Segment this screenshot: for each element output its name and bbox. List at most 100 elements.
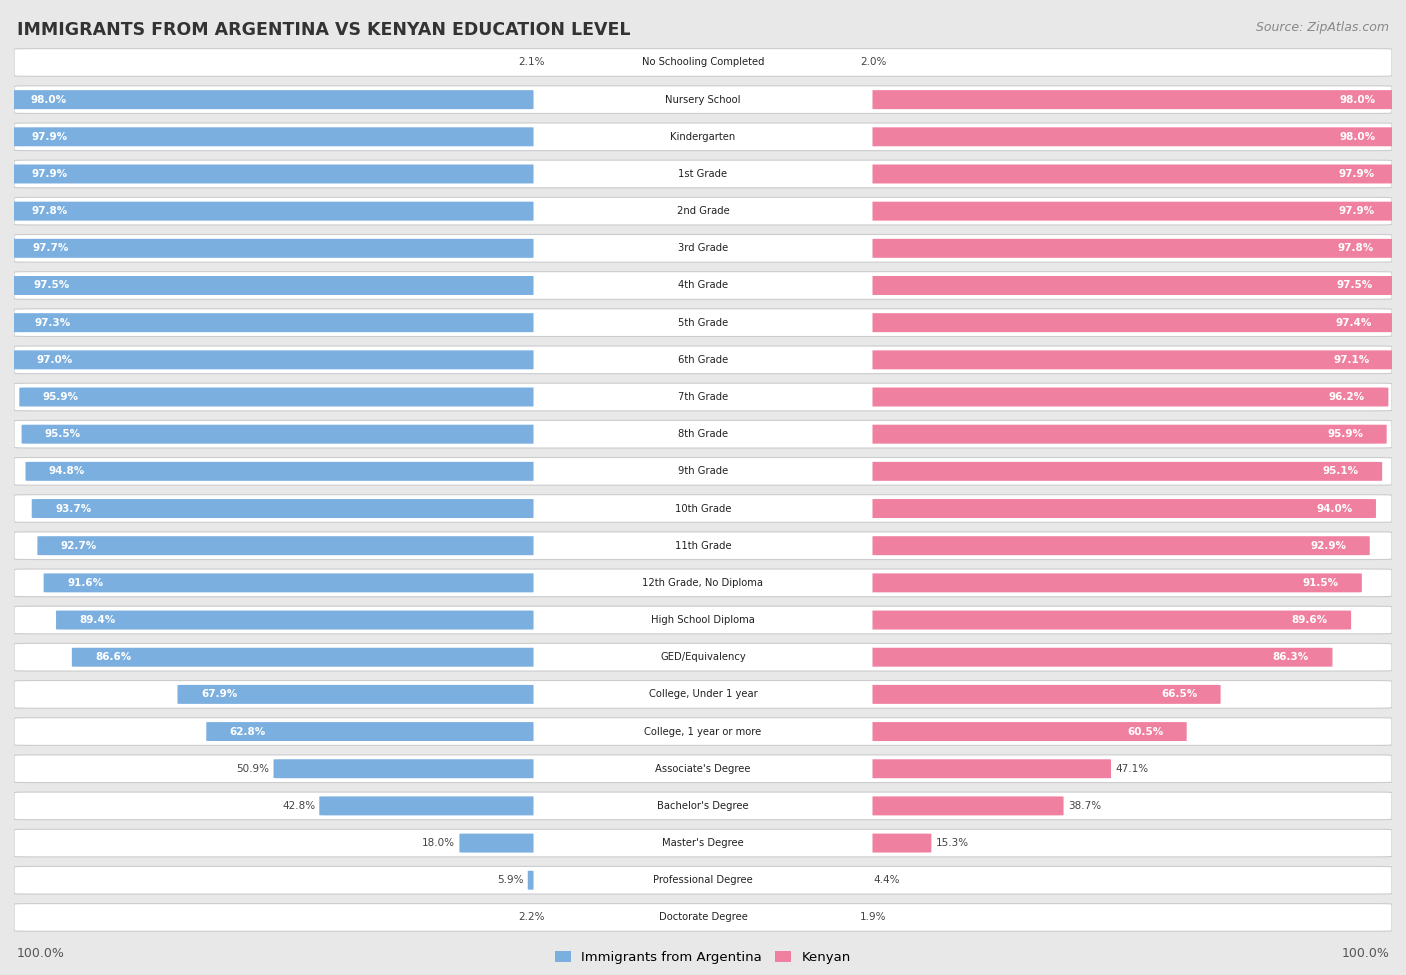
FancyBboxPatch shape [14,532,1392,560]
FancyBboxPatch shape [533,386,873,408]
FancyBboxPatch shape [533,534,873,557]
Text: 86.3%: 86.3% [1272,652,1309,662]
Text: 15.3%: 15.3% [935,838,969,848]
FancyBboxPatch shape [10,276,575,295]
FancyBboxPatch shape [831,276,1396,295]
FancyBboxPatch shape [533,349,873,371]
FancyBboxPatch shape [14,197,1392,225]
FancyBboxPatch shape [533,907,873,928]
Text: 100.0%: 100.0% [1341,947,1389,960]
FancyBboxPatch shape [56,610,575,630]
Text: 86.6%: 86.6% [96,652,132,662]
FancyBboxPatch shape [8,202,575,220]
Text: 2.0%: 2.0% [860,58,887,67]
Text: 3rd Grade: 3rd Grade [678,244,728,254]
FancyBboxPatch shape [207,722,575,741]
Text: 4th Grade: 4th Grade [678,281,728,291]
Text: College, Under 1 year: College, Under 1 year [648,689,758,699]
Text: 89.4%: 89.4% [80,615,115,625]
Text: 67.9%: 67.9% [201,689,238,699]
FancyBboxPatch shape [527,871,575,890]
FancyBboxPatch shape [533,721,873,743]
Text: 97.1%: 97.1% [1334,355,1369,365]
Text: 60.5%: 60.5% [1128,726,1163,736]
Text: 92.7%: 92.7% [60,541,97,551]
Text: 97.9%: 97.9% [1339,169,1375,179]
FancyBboxPatch shape [533,423,873,446]
Text: 12th Grade, No Diploma: 12th Grade, No Diploma [643,578,763,588]
FancyBboxPatch shape [533,200,873,222]
Text: 7th Grade: 7th Grade [678,392,728,402]
FancyBboxPatch shape [831,797,1063,815]
Text: 1.9%: 1.9% [860,913,886,922]
FancyBboxPatch shape [831,760,1111,778]
Text: 98.0%: 98.0% [1339,132,1375,141]
Text: 98.0%: 98.0% [31,95,67,104]
FancyBboxPatch shape [831,647,1333,667]
FancyBboxPatch shape [274,760,575,778]
FancyBboxPatch shape [460,834,575,852]
FancyBboxPatch shape [831,165,1398,183]
Text: 38.7%: 38.7% [1067,800,1101,811]
FancyBboxPatch shape [13,350,575,370]
FancyBboxPatch shape [533,795,873,817]
Text: Bachelor's Degree: Bachelor's Degree [657,800,749,811]
Text: Nursery School: Nursery School [665,95,741,104]
FancyBboxPatch shape [831,90,1399,109]
FancyBboxPatch shape [14,123,1392,150]
FancyBboxPatch shape [8,128,575,146]
Legend: Immigrants from Argentina, Kenyan: Immigrants from Argentina, Kenyan [550,946,856,969]
Text: 50.9%: 50.9% [236,763,270,774]
FancyBboxPatch shape [14,830,1392,857]
FancyBboxPatch shape [533,163,873,185]
Text: 1st Grade: 1st Grade [679,169,727,179]
Text: 92.9%: 92.9% [1310,541,1347,551]
FancyBboxPatch shape [831,499,1376,518]
Text: 95.9%: 95.9% [1327,429,1364,439]
Text: Professional Degree: Professional Degree [654,876,752,885]
Text: 10th Grade: 10th Grade [675,503,731,514]
FancyBboxPatch shape [831,350,1393,370]
FancyBboxPatch shape [10,239,575,257]
Text: 62.8%: 62.8% [229,726,266,736]
Text: 2.2%: 2.2% [517,913,544,922]
FancyBboxPatch shape [831,387,1388,407]
Text: 97.9%: 97.9% [1339,206,1375,216]
FancyBboxPatch shape [14,755,1392,783]
FancyBboxPatch shape [14,49,1392,76]
Text: 5.9%: 5.9% [498,876,523,885]
FancyBboxPatch shape [831,425,1386,444]
FancyBboxPatch shape [14,792,1392,820]
Text: 94.0%: 94.0% [1316,503,1353,514]
FancyBboxPatch shape [533,609,873,631]
Text: College, 1 year or more: College, 1 year or more [644,726,762,736]
FancyBboxPatch shape [533,683,873,705]
Text: 98.0%: 98.0% [1339,95,1375,104]
Text: 4.4%: 4.4% [875,876,900,885]
FancyBboxPatch shape [14,718,1392,745]
FancyBboxPatch shape [14,272,1392,299]
FancyBboxPatch shape [831,462,1382,481]
FancyBboxPatch shape [831,239,1398,257]
FancyBboxPatch shape [831,908,856,927]
Text: 97.8%: 97.8% [1337,244,1374,254]
FancyBboxPatch shape [14,235,1392,262]
FancyBboxPatch shape [533,460,873,483]
FancyBboxPatch shape [44,573,575,593]
Text: 97.0%: 97.0% [37,355,73,365]
FancyBboxPatch shape [14,457,1392,486]
Text: 97.5%: 97.5% [1336,281,1372,291]
FancyBboxPatch shape [14,606,1392,634]
Text: 2nd Grade: 2nd Grade [676,206,730,216]
FancyBboxPatch shape [831,834,931,852]
Text: 95.9%: 95.9% [42,392,79,402]
FancyBboxPatch shape [533,572,873,594]
Text: 97.9%: 97.9% [31,132,67,141]
Text: 91.5%: 91.5% [1302,578,1339,588]
FancyBboxPatch shape [14,644,1392,671]
FancyBboxPatch shape [14,86,1392,113]
FancyBboxPatch shape [14,160,1392,188]
FancyBboxPatch shape [14,569,1392,597]
FancyBboxPatch shape [7,90,575,109]
Text: 97.4%: 97.4% [1336,318,1372,328]
